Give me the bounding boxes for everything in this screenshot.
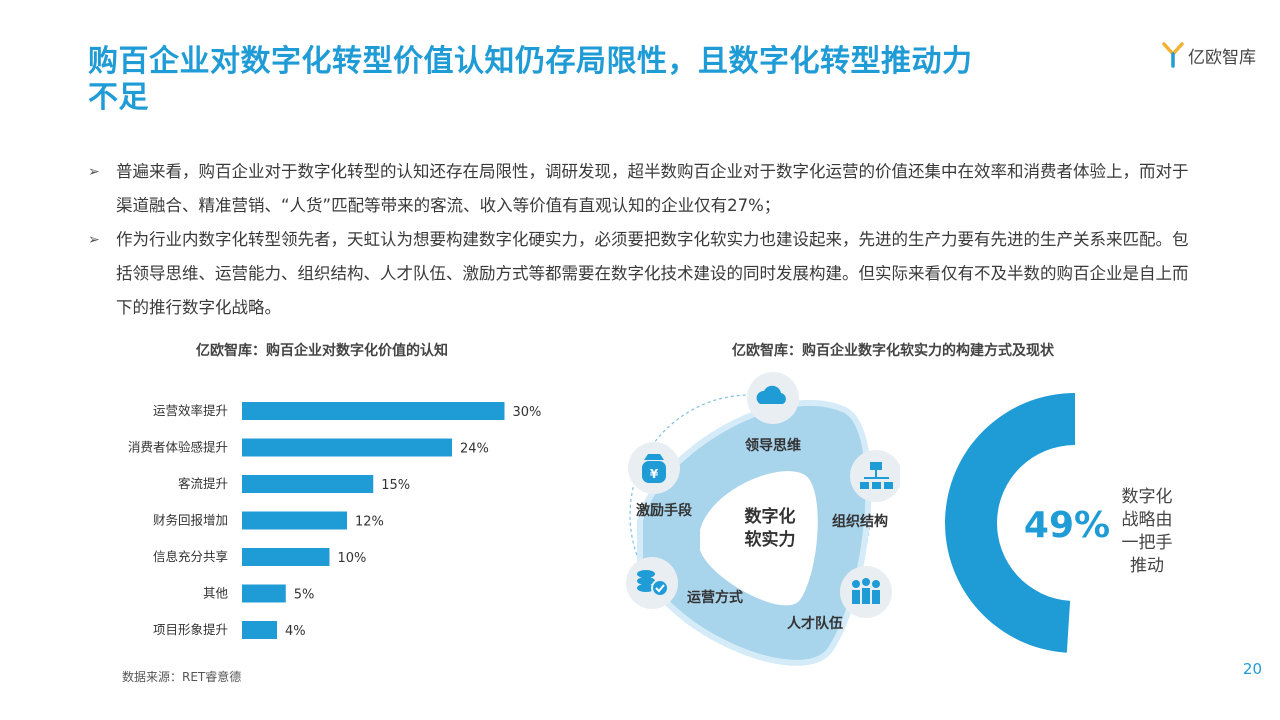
donut-chart: 49% <box>945 393 1110 653</box>
bullet-text: 普遍来看，购百企业对于数字化转型的认知还存在局限性，调研发现，超半数购百企业对于… <box>116 162 1189 215</box>
category-label: 其他 <box>203 586 229 601</box>
node-label-leadership: 领导思维 <box>745 437 801 454</box>
bar-chart-title: 亿欧智库：购百企业对数字化价值的认知 <box>196 343 448 359</box>
bar <box>242 511 347 530</box>
node-label-operations: 运营方式 <box>687 589 743 606</box>
data-label: 5% <box>294 588 315 603</box>
logo-mark-icon <box>1162 42 1184 68</box>
bullet-arrow-icon: ➢ <box>88 164 100 180</box>
bullet-item: ➢ 普遍来看，购百企业对于数字化转型的认知还存在局限性，调研发现，超半数购百企业… <box>88 155 1198 223</box>
triangle-hole <box>700 471 818 606</box>
category-label: 项目形象提升 <box>153 622 228 637</box>
donut-caption-line: 推动 <box>1130 556 1164 576</box>
bullet-text: 作为行业内数字化转型领先者，天虹认为想要构建数字化硬实力，必须要把数字化软实力也… <box>116 230 1189 317</box>
donut-caption-line: 数字化 <box>1121 487 1173 507</box>
donut-value-label: 49% <box>1024 505 1110 546</box>
bullet-arrow-icon: ➢ <box>88 232 100 248</box>
category-label: 运营效率提升 <box>153 403 228 418</box>
data-label: 10% <box>338 551 367 566</box>
data-label: 15% <box>381 478 410 493</box>
category-label: 财务回报增加 <box>153 513 228 528</box>
donut-caption-line: 一把手 <box>1121 533 1173 553</box>
data-label: 12% <box>355 515 384 530</box>
data-label: 4% <box>285 624 306 639</box>
soft-power-diagram: 数字化 软实力 领导思维 组织结构 人才队伍 运营方式 ¥ 激励手段 <box>626 372 900 666</box>
bar <box>242 584 286 603</box>
node-label-talent: 人才队伍 <box>787 615 843 632</box>
page-title: 购百企业对数字化转型价值认知仍存局限性，且数字化转型推动力不足 <box>88 44 973 115</box>
data-label: 30% <box>513 405 542 420</box>
bullet-list: ➢ 普遍来看，购百企业对于数字化转型的认知还存在局限性，调研发现，超半数购百企业… <box>88 155 1198 325</box>
data-label: 24% <box>460 442 489 457</box>
bar <box>242 402 505 420</box>
svg-text:¥: ¥ <box>650 467 659 481</box>
category-label: 客流提升 <box>178 476 228 491</box>
brand-logo: 亿欧智库 <box>1162 42 1256 68</box>
diagram-title: 亿欧智库：购百企业数字化软实力的构建方式及现状 <box>732 343 1054 359</box>
donut-caption: 数字化 战略由 一把手 推动 <box>1112 486 1182 578</box>
org-chart-icon <box>860 462 893 489</box>
node-label-incentives: 激励手段 <box>636 502 692 519</box>
bar <box>242 621 277 639</box>
logo-text: 亿欧智库 <box>1188 47 1256 68</box>
category-label: 信息充分共享 <box>153 549 228 564</box>
bar <box>242 475 374 493</box>
bar <box>242 438 452 457</box>
money-bag-icon: ¥ <box>642 454 666 483</box>
donut-caption-line: 战略由 <box>1121 510 1173 530</box>
people-icon <box>852 578 880 604</box>
category-label: 消费者体验感提升 <box>128 440 228 455</box>
bullet-item: ➢ 作为行业内数字化转型领先者，天虹认为想要构建数字化硬实力，必须要把数字化软实… <box>88 223 1198 325</box>
page-number: 20 <box>1242 660 1262 678</box>
cloud-icon <box>756 385 786 404</box>
center-label-line1: 数字化 <box>745 506 796 527</box>
center-label-line2: 软实力 <box>745 529 796 550</box>
bar <box>242 548 330 566</box>
node-label-org: 组织结构 <box>832 513 888 530</box>
data-source: 数据来源：RET睿意德 <box>122 670 242 684</box>
coins-check-icon <box>637 570 669 597</box>
donut-slice <box>945 393 1075 653</box>
bar-chart: 运营效率提升 30% 消费者体验感提升 24% 客流提升 15% 财务回报增加 12% 信息充分… <box>128 402 542 639</box>
